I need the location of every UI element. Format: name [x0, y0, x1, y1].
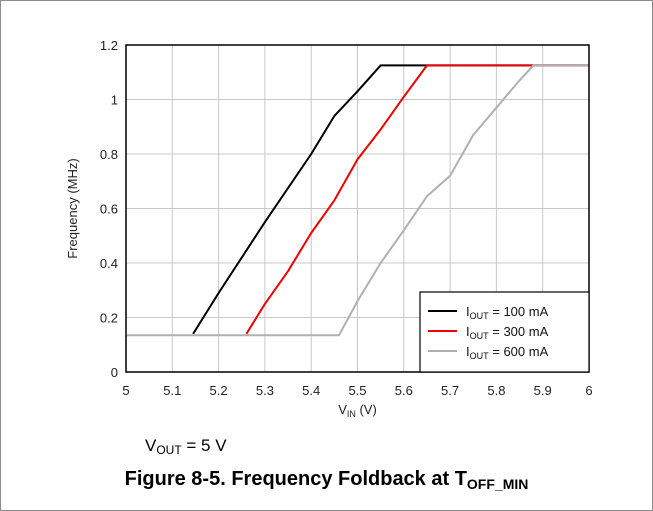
legend-label-1: IOUT = 100 mA	[466, 304, 549, 321]
x-tick-label: 6	[585, 383, 592, 398]
figure-caption: Figure 8-5. Frequency Foldback at TOFF_M…	[124, 468, 529, 492]
y-tick-label: 1.2	[100, 38, 118, 53]
tick-labels: 5 5.1 5.2 5.3 5.4 5.5 5.6 5.7 5.8 5.9 6 0 0.2 0.4 0.6 0…	[100, 38, 593, 398]
x-tick-label: 5.9	[534, 383, 552, 398]
y-tick-label: 0.4	[100, 256, 118, 271]
y-tick-label: 0.2	[100, 311, 118, 326]
y-tick-label: 0.6	[100, 202, 118, 217]
x-tick-label: 5.6	[395, 383, 413, 398]
x-tick-label: 5	[122, 383, 129, 398]
legend: IOUT = 100 mA IOUT = 300 mA IOUT = 600 mA	[419, 291, 590, 373]
x-tick-label: 5.5	[348, 383, 366, 398]
x-tick-label: 5.8	[487, 383, 505, 398]
x-tick-label: 5.4	[302, 383, 320, 398]
x-tick-label: 5.2	[210, 383, 228, 398]
x-tick-label: 5.3	[256, 383, 274, 398]
y-axis-title: Frequency (MHz)	[65, 158, 80, 258]
x-axis-title: VIN (V)	[338, 402, 377, 419]
vout-note: VOUT = 5 V	[145, 436, 227, 457]
plot-area-border	[125, 44, 590, 373]
legend-label-3: IOUT = 600 mA	[466, 344, 549, 361]
x-tick-label: 5.7	[441, 383, 459, 398]
legend-label-2: IOUT = 300 mA	[466, 324, 549, 341]
series-lines	[126, 64, 589, 337]
x-tick-label: 5.1	[163, 383, 181, 398]
y-tick-label: 0.8	[100, 147, 118, 162]
series-line-2	[245, 64, 589, 335]
y-tick-label: 1	[111, 93, 118, 108]
frequency-chart: 5 5.1 5.2 5.3 5.4 5.5 5.6 5.7 5.8 5.9 6 0 0.2 0.4 0.6 0…	[65, 38, 593, 419]
y-tick-label: 0	[111, 365, 118, 380]
series-line-3	[126, 64, 589, 337]
